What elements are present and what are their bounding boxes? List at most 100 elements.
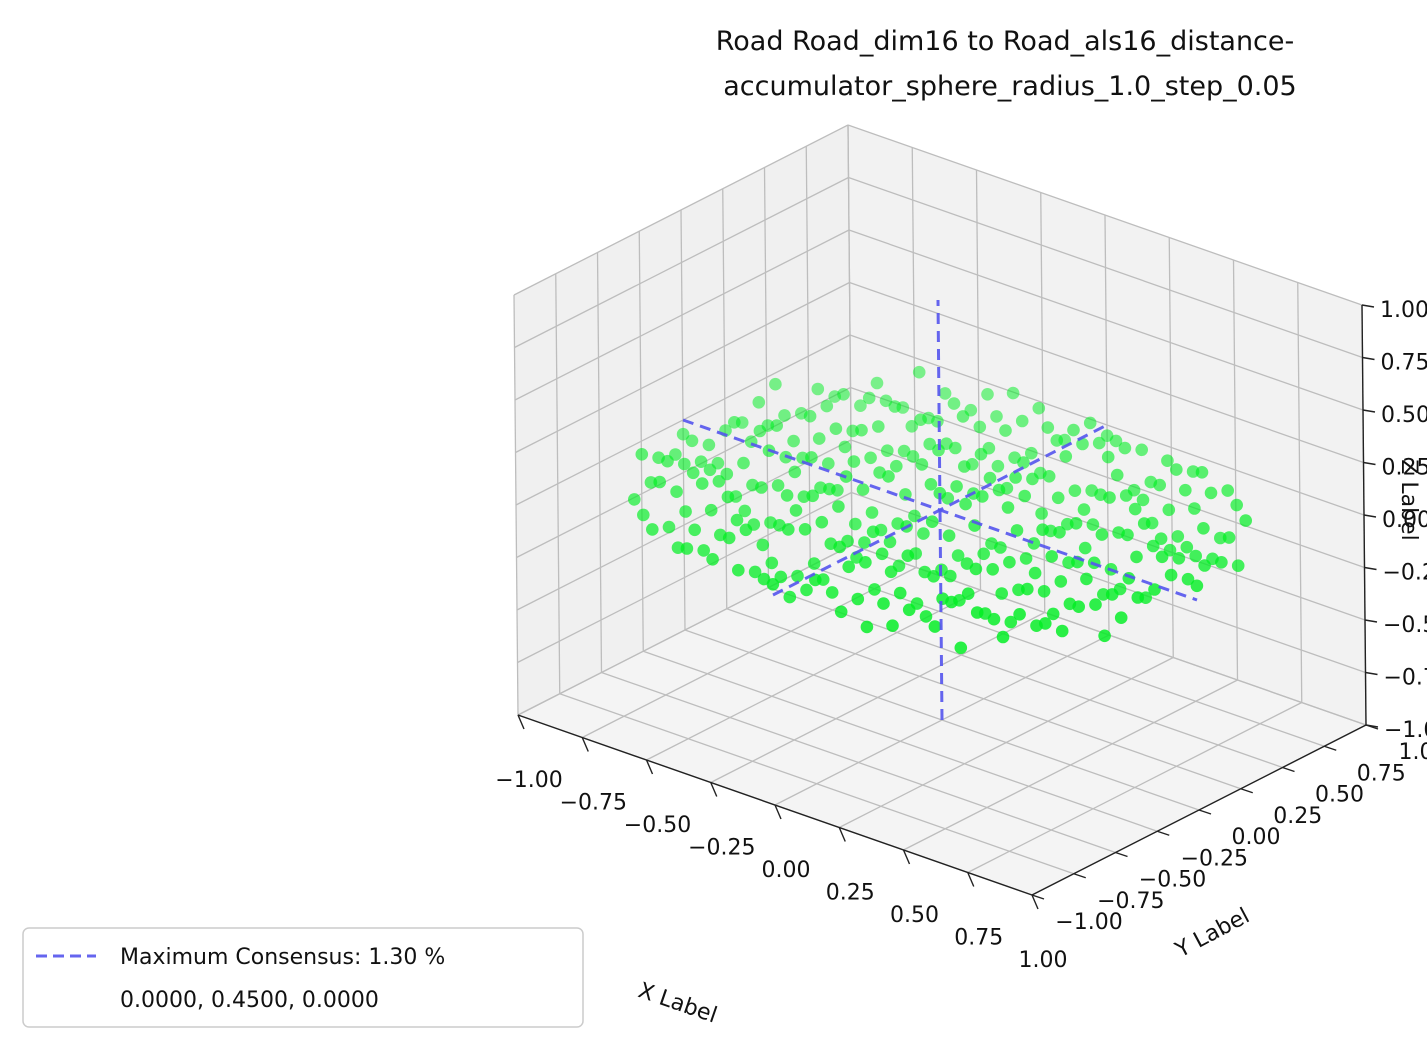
scatter-point-52 [812, 432, 826, 445]
scatter-point-70 [991, 459, 1005, 473]
scatter-point-203 [883, 535, 897, 549]
y-tick-label-7: 0.75 [1357, 761, 1406, 786]
scatter-point-100 [1042, 470, 1056, 483]
x-tick-mark-0 [517, 714, 525, 730]
scatter-point-202 [1137, 517, 1151, 530]
z-tick-mark-8 [1361, 304, 1375, 308]
scatter-point-82 [847, 455, 861, 468]
scatter-point-156 [849, 517, 862, 531]
scatter-point-151 [637, 508, 650, 522]
scatter-point-215 [866, 525, 880, 539]
x-tick-mark-3 [710, 782, 718, 797]
scatter-point-80 [1161, 454, 1174, 468]
scatter-point-3 [769, 377, 782, 391]
scatter-point-117 [686, 466, 700, 480]
scatter-point-37 [956, 410, 970, 423]
scatter-point-188 [858, 536, 871, 549]
scatter-point-169 [789, 504, 803, 517]
legend: Maximum Consensus: 1.30 % 0.0000, 0.4500… [22, 927, 584, 1028]
scatter-point-302 [902, 603, 916, 617]
scatter-point-85 [974, 447, 988, 461]
scatter-point-274 [868, 583, 881, 596]
y-tick-mark-0 [1031, 894, 1045, 900]
scatter-point-31 [676, 427, 690, 441]
scatter-point-285 [1190, 579, 1204, 593]
scatter-point-262 [800, 583, 813, 597]
scatter-point-252 [859, 556, 872, 569]
scatter-point-298 [1004, 615, 1018, 629]
grid-back-x-6 [1232, 259, 1239, 681]
scatter-point-258 [1198, 559, 1211, 572]
scatter-point-43 [1041, 421, 1055, 434]
scatter-point-164 [1188, 502, 1201, 515]
scatter-point-263 [842, 560, 855, 574]
scatter-point-148 [1119, 489, 1133, 502]
z-tick-mark-5 [1363, 461, 1376, 466]
scatter-point-281 [1080, 572, 1093, 586]
scatter-point-220 [1078, 541, 1092, 555]
x-tick-mark-4 [774, 804, 782, 820]
z-tick-label-7: 0.75 [1381, 351, 1427, 376]
scatter-point-210 [739, 523, 753, 537]
scatter-point-273 [825, 586, 839, 599]
scatter-point-165 [1230, 498, 1243, 512]
z-tick-label-1: −0.75 [1384, 666, 1427, 691]
scatter-point-227 [1189, 549, 1202, 563]
scatter-point-140 [908, 509, 921, 523]
scatter-point-241 [875, 547, 889, 561]
scatter-point-176 [959, 497, 972, 511]
scatter-point-236 [706, 553, 719, 566]
scatter-point-247 [1003, 555, 1016, 569]
scatter-point-17 [862, 391, 876, 405]
scatter-point-138 [823, 482, 836, 496]
scatter-point-218 [994, 541, 1007, 554]
scatter-point-254 [944, 569, 957, 583]
scatter-point-312 [1055, 624, 1069, 638]
chart-title: Road Road_dim16 to Road_als16_distance- … [716, 26, 1297, 102]
scatter-point-239 [1215, 556, 1228, 569]
scatter-point-104 [661, 454, 674, 468]
scatter-point-306 [1072, 600, 1085, 613]
scatter-point-190 [942, 529, 956, 542]
scatter-points [628, 365, 1252, 655]
scatter-point-26 [888, 400, 902, 413]
tick-labels: −1.00−1.00−1.00−0.75−0.75−0.75−0.50−0.50… [495, 298, 1427, 973]
legend-frame [22, 927, 584, 1028]
grid-back-x-5 [1168, 237, 1174, 658]
consensus-line-z [936, 299, 944, 721]
scatter-point-259 [986, 563, 999, 576]
scatter-point-211 [782, 523, 795, 536]
y-tick-label-2: −0.50 [1139, 868, 1206, 893]
scatter-point-303 [945, 595, 958, 609]
scatter-point-153 [721, 490, 735, 504]
scatter-point-127 [1009, 471, 1022, 484]
grid-floor-x-5 [838, 656, 1174, 829]
scatter-point-73 [864, 451, 877, 465]
scatter-point-142 [992, 483, 1006, 497]
scatter-point-125 [924, 478, 938, 491]
scatter-point-36 [914, 413, 927, 427]
scatter-point-171 [1171, 530, 1185, 543]
scatter-point-56 [923, 437, 936, 451]
scatter-point-194 [1069, 517, 1083, 530]
scatter-point-224 [765, 556, 779, 570]
y-tick-mark-8 [1365, 724, 1379, 730]
grid-floor-y-5 [726, 608, 1241, 790]
x-tick-label-2: −0.50 [624, 813, 691, 838]
grid-left-z-5 [515, 281, 850, 454]
scatter-point-198 [798, 523, 812, 536]
chart-title-line-1: Road Road_dim16 to Road_als16_distance- [716, 26, 1295, 57]
scatter-point-86 [1017, 456, 1030, 469]
scatter-point-175 [917, 527, 930, 540]
scatter-point-264 [884, 565, 898, 579]
x-tick-mark-7 [967, 872, 975, 887]
scatter-point-279 [995, 587, 1008, 600]
consensus-line-y [772, 423, 1108, 597]
z-tick-mark-1 [1365, 671, 1378, 676]
scatter-point-304 [987, 612, 1001, 626]
scatter-point-87 [1059, 450, 1073, 463]
scatter-point-115 [1110, 468, 1124, 482]
grid-left-z-6 [514, 229, 850, 401]
scatter-point-308 [886, 619, 899, 632]
scatter-point-267 [927, 570, 940, 583]
